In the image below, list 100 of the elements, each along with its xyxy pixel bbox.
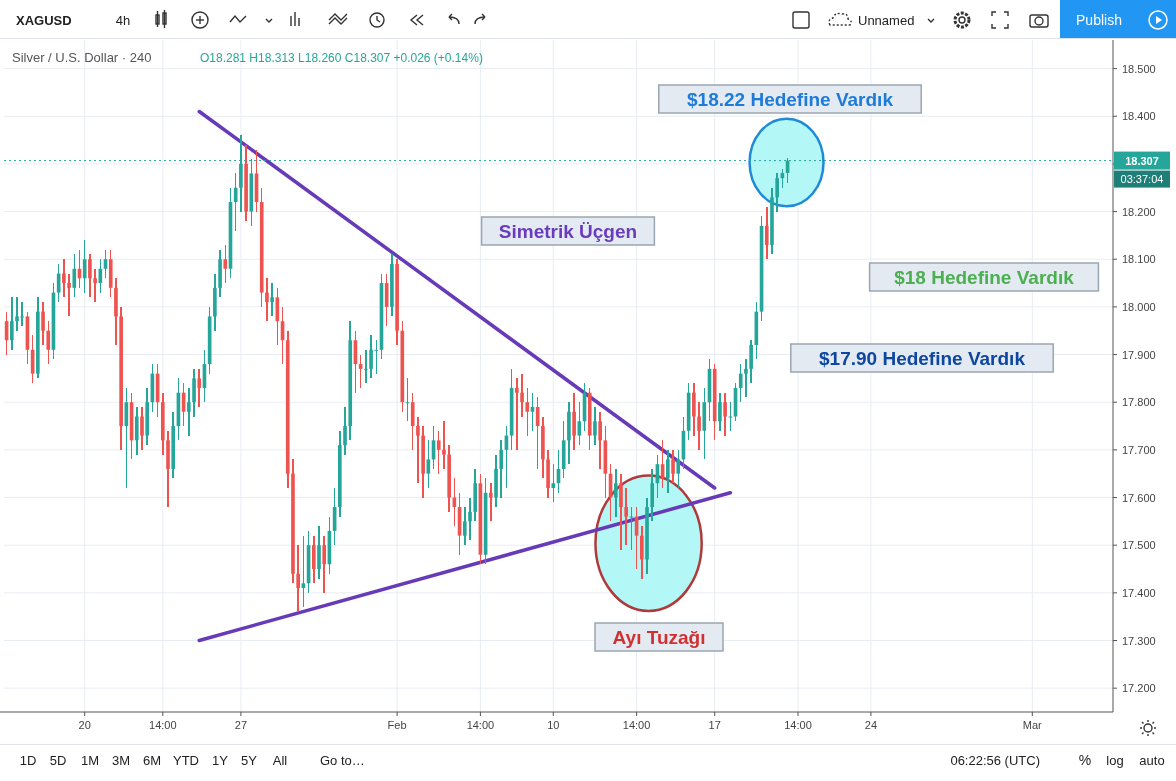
candlestick [192, 368, 196, 418]
text: 1M [80, 753, 100, 768]
y-tick-label: 17.600 [1122, 491, 1156, 504]
x-tick-label: Mar [1022, 719, 1043, 731]
candlestick [296, 544, 300, 613]
y-tick-label: 17.700 [1122, 443, 1156, 456]
text: 5D [49, 753, 67, 768]
text: YTD [173, 753, 199, 768]
candlestick [697, 401, 701, 451]
text: log [1106, 753, 1124, 768]
text: O18.281 H18.313 L18.260 C18.307 +0.026 (+0.14%) [200, 51, 483, 65]
x-tick-label: 14:00 [784, 719, 812, 731]
candlestick [41, 301, 45, 346]
candlestick [551, 463, 556, 504]
candlestick [311, 534, 316, 585]
candlestick [462, 506, 467, 546]
text: Publish [1076, 12, 1122, 28]
candlestick [639, 525, 644, 580]
candlestick [98, 258, 103, 294]
candlestick [436, 430, 441, 475]
candlestick [718, 391, 722, 432]
candlestick [666, 449, 670, 494]
candlestick [749, 339, 753, 384]
candlestick [499, 439, 504, 499]
candlestick [187, 387, 191, 437]
candlestick [728, 401, 733, 432]
y-tick-label: 18.200 [1122, 205, 1156, 218]
candlestick [343, 406, 347, 456]
x-tick-label: 27 [234, 719, 248, 731]
text: % [1078, 752, 1092, 768]
candlestick [270, 282, 274, 318]
candlestick [572, 391, 576, 451]
y-tick-label: 17.500 [1122, 539, 1156, 552]
candlestick [676, 449, 681, 489]
candlestick [613, 468, 618, 518]
candlestick [93, 268, 97, 303]
candlestick [67, 272, 71, 318]
candlestick [134, 406, 139, 456]
text: Unnamed [858, 13, 915, 28]
candlestick [88, 253, 92, 299]
candlestick [723, 391, 727, 437]
text: 4h [115, 13, 131, 28]
y-tick-label: 18.500 [1122, 62, 1156, 75]
text: 1D [19, 753, 37, 768]
candlestick [197, 368, 202, 408]
candlestick [525, 387, 530, 437]
x-tick-label: 24 [864, 719, 878, 731]
candlestick [738, 363, 743, 403]
candlestick [619, 472, 623, 551]
y-tick-label: 17.300 [1122, 634, 1156, 647]
annotation: Simetrik Üçgen [498, 221, 638, 242]
candlestick [468, 496, 472, 542]
text: 6M [142, 753, 162, 768]
candlestick [416, 415, 420, 484]
candlestick [82, 239, 87, 294]
candlestick [46, 320, 51, 365]
text: Go to… [320, 753, 365, 768]
candlestick [764, 206, 769, 260]
x-tick-label: Feb [387, 719, 407, 731]
candlestick [233, 172, 238, 232]
annotation: $18.22 Hedefine Vardık [687, 89, 894, 110]
y-tick-label: 18.000 [1122, 300, 1156, 313]
candlestick [515, 377, 519, 451]
candlestick [671, 449, 675, 484]
candlestick [9, 296, 14, 351]
candlestick [317, 525, 321, 580]
candlestick [650, 468, 655, 523]
x-tick-label: 10 [547, 719, 560, 731]
candlestick [593, 406, 597, 446]
annotation: $18 Hedefine Vardık [894, 267, 1075, 288]
ref-line-label: 18.307 [1125, 154, 1159, 167]
candlestick [692, 382, 696, 437]
y-tick-label: 17.200 [1122, 682, 1156, 695]
x-tick-label: 14:00 [466, 719, 495, 731]
y-tick-label: 17.400 [1122, 586, 1156, 599]
candlestick [410, 391, 415, 451]
candlestick [364, 349, 368, 384]
candlestick [223, 244, 228, 284]
text: auto [1139, 753, 1165, 768]
candlestick [62, 258, 66, 299]
x-tick-label: 17 [708, 719, 721, 731]
candlestick [520, 372, 524, 418]
candlestick [140, 406, 144, 451]
text: Silver / U.S. Dollar · 240 [12, 50, 152, 65]
x-tick-label: 14:00 [149, 719, 177, 731]
candlestick [322, 534, 327, 594]
text: 5Y [241, 753, 258, 768]
y-tick-label: 18.400 [1122, 110, 1156, 123]
candlestick [775, 172, 779, 213]
candlestick [384, 272, 389, 327]
annotation: $17.90 Hedefine Vardık [819, 348, 1026, 369]
x-tick-label: 20 [78, 719, 91, 731]
x-tick-label: 14:00 [622, 719, 651, 731]
candlestick [72, 253, 77, 299]
y-tick-label: 17.900 [1122, 348, 1156, 361]
candlestick [744, 358, 748, 399]
candlestick [488, 482, 493, 523]
y-tick-label: 17.800 [1122, 396, 1156, 409]
candlestick [442, 420, 446, 470]
candlestick [265, 277, 269, 322]
